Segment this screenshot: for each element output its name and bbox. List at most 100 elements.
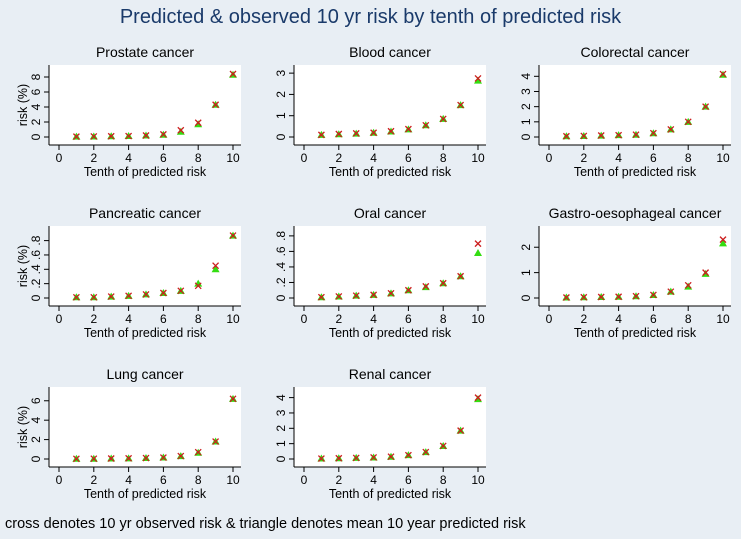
x-axis-label: Tenth of predicted risk [84,487,207,501]
x-tick-label: 6 [650,151,657,165]
x-tick-label: 0 [301,151,308,165]
observed-cross [142,290,150,298]
y-tick-label: 1 [274,112,288,119]
observed-cross [90,455,98,463]
observed-cross [90,293,98,301]
observed-cross [632,292,640,300]
observed-cross [317,131,325,139]
y-tick-label: 1 [519,269,533,276]
observed-cross [194,119,202,127]
x-axis-label: Tenth of predicted risk [329,487,452,501]
x-tick-label: 0 [546,151,553,165]
y-tick-label: 2 [29,436,43,443]
x-axis-label: Tenth of predicted risk [574,326,697,340]
plot-area [294,387,486,467]
observed-cross [422,121,430,129]
y-tick-label: 2 [519,244,533,251]
chart-panel-1: Prostate cancer 0 2 4 6 8 10 Tenth of predicted… [16,44,241,179]
observed-cross [107,293,115,301]
observed-cross [562,294,570,301]
observed-cross [439,115,447,123]
panel-title: Oral cancer [354,205,427,221]
panel-title: Lung cancer [106,366,183,382]
x-axis-label: Tenth of predicted risk [84,165,207,179]
observed-cross [422,448,430,456]
y-tick-label: 3 [274,409,288,416]
predicted-triangle [719,239,727,247]
observed-cross [404,451,412,459]
observed-cross [194,448,202,456]
observed-cross [615,293,623,301]
observed-cross [632,131,640,139]
chart-panel-4: Pancreatic cancer 0 2 4 6 8 10 Tenth of predict… [16,205,241,340]
observed-cross [719,236,727,244]
x-tick-label: 6 [160,312,167,326]
x-tick-label: 2 [90,312,97,326]
observed-cross [439,442,447,450]
y-tick-label: 4 [29,417,43,424]
y-tick-label: 2 [274,91,288,98]
x-tick-label: 10 [716,312,730,326]
observed-cross [107,132,115,140]
observed-cross [684,281,692,289]
x-tick-label: 0 [301,473,308,487]
x-tick-label: 8 [685,151,692,165]
observed-cross [229,395,237,403]
observed-cross [667,125,675,133]
observed-cross [370,291,378,299]
figure-caption: cross denotes 10 yr observed risk & tria… [5,516,526,532]
y-tick-label: .8 [274,231,288,241]
observed-cross [177,126,185,134]
observed-cross [335,454,343,462]
x-tick-label: 10 [471,473,485,487]
y-tick-label: 4 [519,73,533,80]
observed-cross [72,293,80,301]
observed-cross [142,454,150,462]
observed-cross [439,279,447,287]
x-tick-label: 6 [405,473,412,487]
y-axis-label: risk (%) [16,84,30,126]
observed-cross [370,129,378,137]
y-tick-label: 0 [274,455,288,462]
observed-cross [194,282,202,290]
plot-area [539,226,731,306]
panel-title: Prostate cancer [96,44,194,60]
observed-cross [457,427,465,435]
x-tick-label: 8 [195,151,202,165]
observed-cross [404,125,412,133]
observed-cross [474,394,482,402]
y-tick-label: .6 [29,250,43,260]
y-tick-label: 1 [519,118,533,125]
x-tick-label: 4 [615,151,622,165]
y-tick-label: 0 [519,294,533,301]
observed-cross [667,288,675,296]
observed-cross [159,130,167,138]
predicted-triangle [474,248,482,256]
x-tick-label: 0 [56,312,63,326]
x-tick-label: 10 [226,312,240,326]
observed-cross [177,452,185,460]
observed-cross [159,454,167,462]
x-tick-label: 0 [56,151,63,165]
y-tick-label: .2 [274,277,288,287]
y-axis-label: risk (%) [16,245,30,287]
observed-cross [649,291,657,299]
x-tick-label: 10 [226,473,240,487]
predicted-triangle [211,265,220,273]
observed-cross [352,292,360,300]
y-tick-label: 6 [29,397,43,404]
observed-cross [474,240,482,248]
x-tick-label: 4 [125,151,132,165]
x-tick-label: 6 [405,151,412,165]
observed-cross [317,293,325,301]
y-tick-label: 0 [274,133,288,140]
panel-title: Colorectal cancer [581,44,690,60]
x-tick-label: 4 [125,312,132,326]
x-axis-label: Tenth of predicted risk [84,326,207,340]
y-tick-label: .8 [29,235,43,245]
y-tick-label: 2 [519,103,533,110]
y-tick-label: 1 [274,440,288,447]
